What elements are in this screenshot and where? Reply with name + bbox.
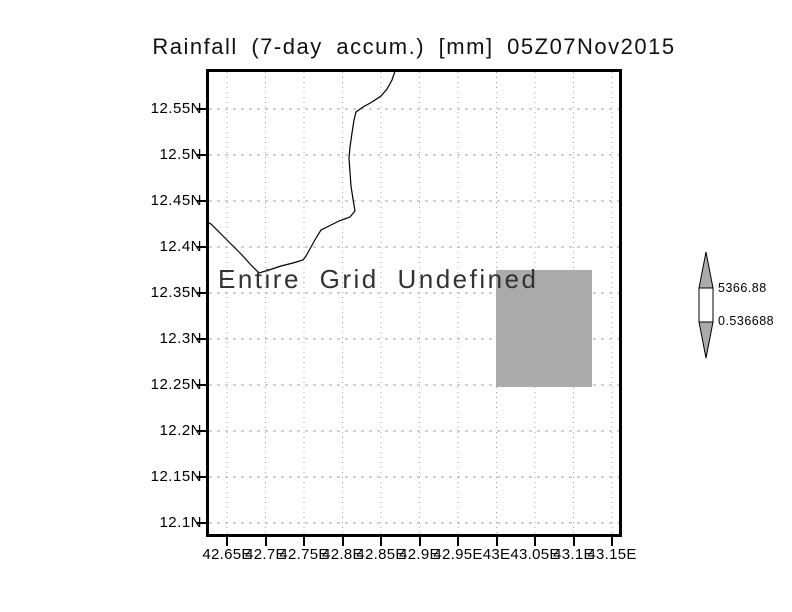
coastline <box>209 72 396 274</box>
y-tick-label: 12.5N <box>159 146 202 163</box>
map-plot-area <box>209 72 619 534</box>
x-tick-label: 43E <box>482 546 511 563</box>
y-tick <box>197 246 206 248</box>
y-tick-label: 12.55N <box>150 100 202 117</box>
x-tick-label: 42.95E <box>433 546 483 563</box>
y-tick-label: 12.4N <box>159 238 202 255</box>
x-tick <box>380 537 382 546</box>
x-tick <box>418 537 421 546</box>
map-frame <box>206 69 622 537</box>
x-tick-label: 42.85E <box>356 546 406 563</box>
x-tick <box>226 537 228 546</box>
y-tick-label: 12.3N <box>159 330 202 347</box>
y-tick-label: 12.25N <box>150 376 202 393</box>
colorbar-up-arrow <box>698 251 714 289</box>
colorbar-min-label: 0.536688 <box>718 314 775 328</box>
x-tick <box>457 537 459 546</box>
undefined-grid-label: Entire Grid Undefined <box>218 264 539 294</box>
y-tick <box>197 338 206 340</box>
x-tick <box>303 537 305 546</box>
x-tick <box>264 537 267 546</box>
colorbar-max-label: 5366.88 <box>718 281 767 295</box>
y-tick <box>197 384 206 386</box>
x-tick <box>341 537 344 546</box>
y-tick <box>197 108 206 110</box>
y-tick-label: 12.15N <box>150 468 202 485</box>
x-tick-label: 42.7E <box>245 546 286 563</box>
y-tick-label: 12.35N <box>150 284 202 301</box>
x-tick-label: 42.75E <box>279 546 329 563</box>
y-tick <box>197 430 206 432</box>
x-tick-label: 42.9E <box>399 546 440 563</box>
x-tick-label: 42.65E <box>202 546 252 563</box>
x-tick-label: 43.15E <box>587 546 637 563</box>
y-tick-label: 12.2N <box>159 422 202 439</box>
colorbar-down-arrow <box>698 321 714 359</box>
y-tick <box>197 154 206 156</box>
x-tick <box>611 537 613 546</box>
y-tick <box>197 292 206 294</box>
y-tick-label: 12.45N <box>150 192 202 209</box>
y-tick-label: 12.1N <box>159 514 202 531</box>
x-tick <box>572 537 575 546</box>
chart-title: Rainfall (7-day accum.) [mm] 05Z07Nov201… <box>152 34 676 59</box>
y-tick <box>197 200 206 202</box>
x-tick-label: 43.1E <box>553 546 594 563</box>
x-tick <box>534 537 536 546</box>
colorbar <box>698 251 714 359</box>
x-tick-label: 43.05E <box>510 546 560 563</box>
x-tick <box>495 537 498 546</box>
x-tick-label: 42.8E <box>322 546 363 563</box>
colorbar-box <box>698 287 714 323</box>
y-tick <box>197 476 206 478</box>
shaded-region <box>496 270 592 387</box>
y-tick <box>197 522 206 524</box>
